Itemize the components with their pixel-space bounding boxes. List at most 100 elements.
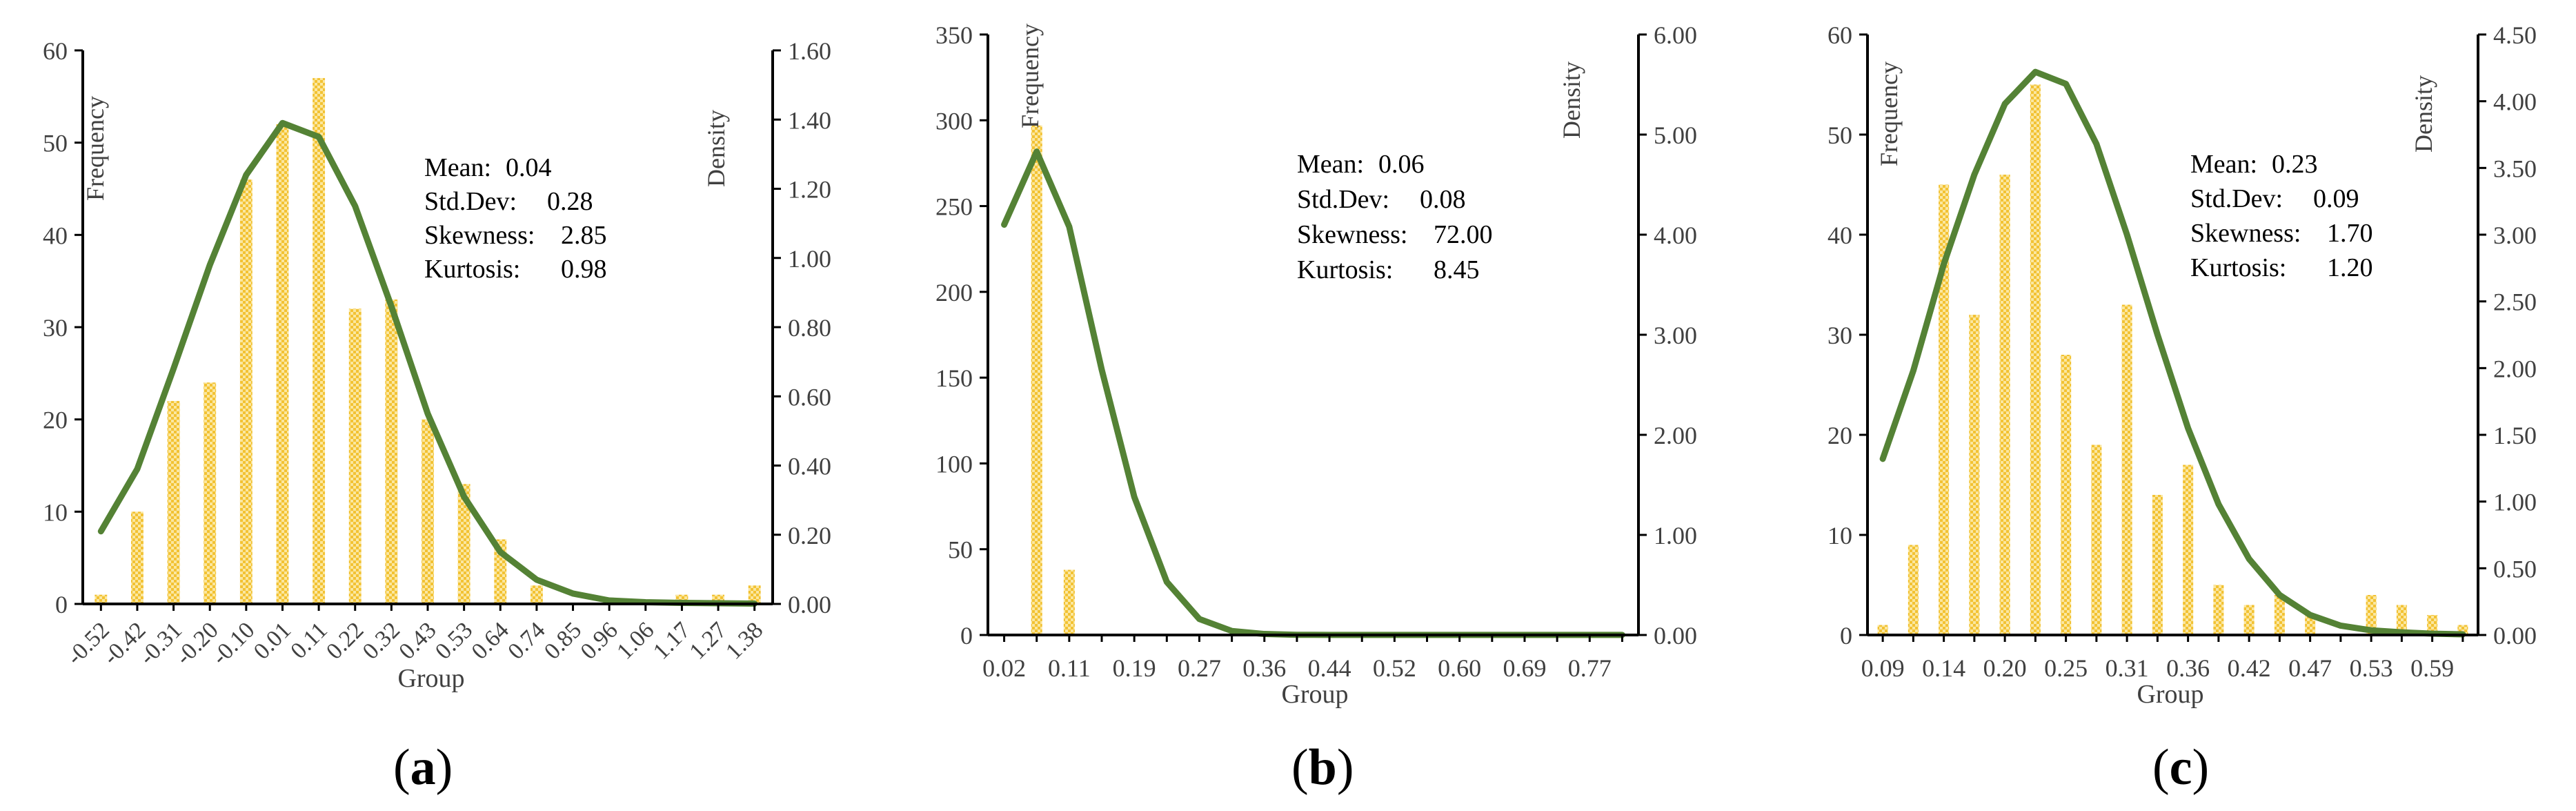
right-tick-label: 0.00 [2493, 622, 2537, 649]
x-axis-title: Group [2137, 680, 2203, 709]
x-tick-label: 0.85 [539, 617, 586, 664]
stat-label: Skewness: [2190, 219, 2301, 248]
x-tick-label: 0.31 [2106, 654, 2149, 682]
chart-panel-c: 0 10 20 30 40 50 60 0.00 0.50 1.00 1.50 2.00 2.50 3.0… [1827, 21, 2537, 709]
chart-panel-a: 0 10 20 30 40 50 60 0.00 0.20 0.40 0.60 0.80 1.00 1.2… [43, 37, 831, 693]
frequency-bar [530, 585, 543, 604]
right-tick-label: 0.00 [1654, 622, 1697, 649]
frequency-bar [385, 299, 398, 604]
left-tick-label: 30 [43, 314, 68, 342]
left-tick-label: 50 [948, 536, 973, 564]
stat-label: Skewness: [1297, 220, 1407, 249]
frequency-bar [2274, 595, 2285, 635]
stat-value: 1.70 [2327, 219, 2373, 248]
left-tick-label: 30 [1827, 322, 1852, 349]
stat-label: Skewness: [424, 221, 535, 250]
stat-value: 0.23 [2272, 150, 2318, 179]
x-tick-label: 0.96 [576, 617, 623, 664]
x-tick-label: 0.19 [1113, 654, 1156, 682]
right-tick-label: 4.50 [2493, 21, 2537, 49]
panel-label-c: (c) [2152, 739, 2210, 796]
right-tick-label: 4.00 [1654, 222, 1697, 249]
stat-label: Std.Dev: [1297, 185, 1389, 214]
frequency-bar [2030, 84, 2041, 635]
stat-label: Std.Dev: [2190, 184, 2283, 213]
left-axis-title: Frequency [1016, 23, 1044, 128]
left-tick-label: 40 [43, 222, 68, 249]
x-tick-label: 0.69 [1503, 654, 1546, 682]
right-tick-label: 0.00 [788, 591, 831, 618]
x-tick-label: 0.42 [2228, 654, 2271, 682]
right-tick-label: 2.00 [1654, 422, 1697, 449]
frequency-bar [204, 382, 217, 604]
right-tick-label: 0.80 [788, 314, 831, 342]
x-tick-label: 0.47 [2288, 654, 2332, 682]
frequency-bar [2366, 595, 2377, 635]
right-axis-title: Density [702, 110, 730, 187]
frequency-bar [2396, 605, 2407, 635]
stat-label: Mean: [1297, 150, 1364, 179]
stat-value: 72.00 [1434, 220, 1493, 249]
x-tick-label: 0.32 [358, 617, 405, 664]
x-axis-title: Group [1281, 680, 1348, 709]
left-tick-label: 300 [935, 107, 973, 135]
stat-value: 8.45 [1434, 255, 1480, 284]
stat-label: Kurtosis: [1297, 255, 1393, 284]
frequency-bar [95, 594, 108, 604]
frequency-bar [2152, 495, 2163, 635]
frequency-bar [313, 78, 326, 605]
right-tick-label: 0.50 [2493, 555, 2537, 583]
left-tick-label: 60 [43, 37, 68, 65]
right-tick-label: 1.00 [1654, 522, 1697, 549]
density-curve [1879, 68, 2466, 638]
right-tick-label: 3.00 [2493, 222, 2537, 249]
frequency-bar [422, 419, 434, 604]
right-axis-title: Density [1558, 61, 1585, 139]
frequency-bar [2121, 304, 2132, 635]
x-tick-label: 0.64 [467, 617, 514, 664]
left-tick-label: 0 [960, 622, 973, 649]
chart-panel-b: 0 50 100 150 200 250 300 350 0.00 1.00 2.00 3.00 4.0… [935, 21, 1697, 709]
left-tick-label: 200 [935, 279, 973, 306]
frequency-bar [1031, 125, 1042, 635]
stat-label: Mean: [424, 153, 491, 182]
x-tick-label: 0.59 [2410, 654, 2454, 682]
right-tick-label: 1.60 [788, 37, 831, 65]
frequency-bar [457, 484, 470, 604]
frequency-bar [348, 309, 361, 604]
x-tick-label: 0.53 [2350, 654, 2393, 682]
x-tick-label: 0.74 [503, 617, 550, 664]
frequency-bar [1063, 569, 1075, 635]
x-tick-label: 0.20 [1983, 654, 2027, 682]
right-tick-label: 0.60 [788, 383, 831, 411]
frequency-bar [2305, 615, 2316, 635]
frequency-bar [2091, 444, 2102, 635]
frequency-bar [1969, 315, 1980, 635]
x-tick-label: 0.22 [321, 617, 368, 664]
x-axis-title: Group [397, 664, 464, 693]
x-tick-label: 0.52 [1373, 654, 1416, 682]
x-tick-label: 0.44 [1308, 654, 1351, 682]
frequency-bar [239, 179, 252, 605]
x-tick-label: 0.25 [2044, 654, 2088, 682]
x-tick-label: 0.02 [982, 654, 1026, 682]
right-tick-label: 1.00 [2493, 489, 2537, 516]
x-tick-label: 0.01 [249, 617, 296, 664]
frequency-bar [2243, 605, 2255, 635]
left-tick-label: 20 [43, 407, 68, 434]
left-tick-label: 10 [1827, 522, 1852, 549]
panel-label-b: (b) [1291, 739, 1354, 796]
frequency-bar [167, 400, 180, 604]
x-tick-label: 1.17 [648, 617, 695, 664]
x-tick-label: 0.43 [394, 617, 441, 664]
right-tick-label: 1.20 [788, 176, 831, 204]
x-tick-label: 1.38 [721, 617, 768, 664]
stat-value: 0.09 [2313, 184, 2359, 213]
left-tick-label: 0 [55, 591, 68, 618]
right-tick-label: 1.40 [788, 106, 831, 134]
right-tick-label: 2.00 [2493, 355, 2537, 382]
left-tick-label: 40 [1827, 222, 1852, 249]
x-tick-label: 0.09 [1861, 654, 1905, 682]
left-tick-label: 150 [935, 364, 973, 392]
frequency-bar [1908, 545, 1919, 635]
